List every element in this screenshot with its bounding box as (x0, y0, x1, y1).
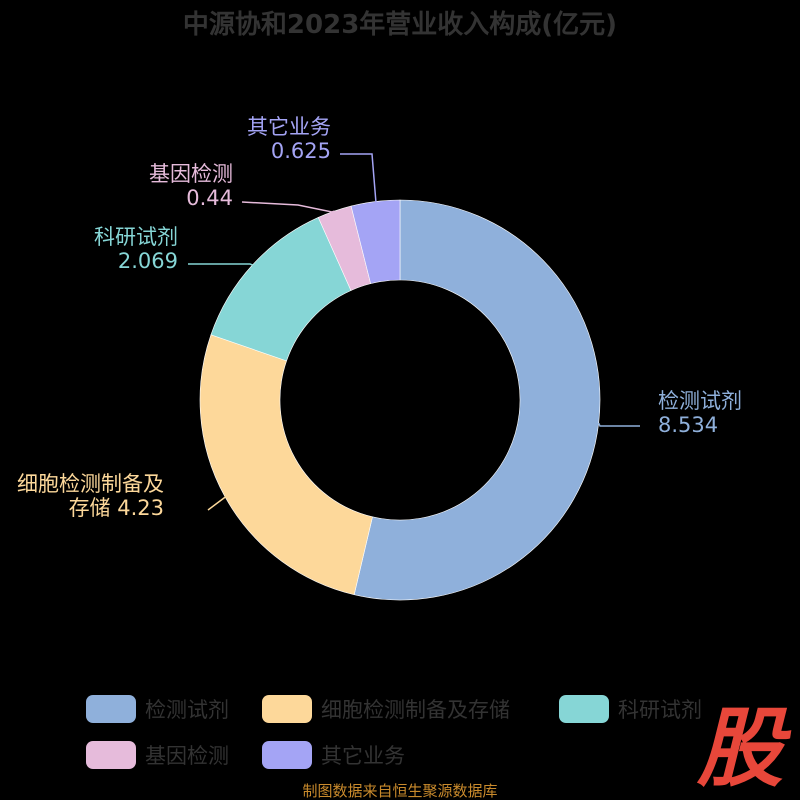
slice-label-0-line-0: 检测试剂 (658, 389, 742, 413)
leader-line-3 (241, 201, 335, 213)
logo: 股 (696, 699, 792, 799)
slice-label-4-line-0: 其它业务 (247, 115, 331, 139)
legend-swatch-3[interactable] (86, 741, 136, 769)
chart-title: 中源协和2023年营业收入构成(亿元) (183, 9, 617, 40)
slice-label-4-line-1: 0.625 (271, 139, 331, 163)
legend-swatch-0[interactable] (86, 695, 136, 723)
slice-label-3-line-0: 基因检测 (149, 162, 233, 186)
slice-4[interactable] (350, 199, 401, 285)
legend-swatch-2[interactable] (559, 695, 609, 723)
data-source-note: 制图数据来自恒生聚源数据库 (302, 782, 497, 800)
legend-label-2[interactable]: 科研试剂 (618, 698, 702, 722)
slices (199, 199, 601, 601)
slice-label-1-line-1: 存储 4.23 (69, 496, 164, 520)
legend-label-3[interactable]: 基因检测 (145, 744, 229, 768)
slice-label-0-line-1: 8.534 (658, 413, 718, 437)
slice-label-1-line-0: 细胞检测制备及 (17, 472, 164, 496)
slice-label-2-line-0: 科研试剂 (94, 225, 178, 249)
slice-label-2-line-1: 2.069 (118, 249, 178, 273)
leader-line-1 (207, 494, 229, 511)
legend-label-4[interactable]: 其它业务 (321, 744, 405, 768)
legend-label-1[interactable]: 细胞检测制备及存储 (321, 698, 510, 722)
legend-label-0[interactable]: 检测试剂 (145, 698, 229, 722)
leader-line-4 (340, 153, 377, 204)
legend-swatch-1[interactable] (262, 695, 312, 723)
slice-1[interactable] (199, 334, 373, 596)
leader-line-0 (597, 422, 640, 427)
slice-0[interactable] (353, 199, 601, 601)
slice-label-3-line-1: 0.44 (186, 186, 233, 210)
legend-swatch-4[interactable] (262, 741, 312, 769)
leader-line-2 (188, 263, 253, 266)
